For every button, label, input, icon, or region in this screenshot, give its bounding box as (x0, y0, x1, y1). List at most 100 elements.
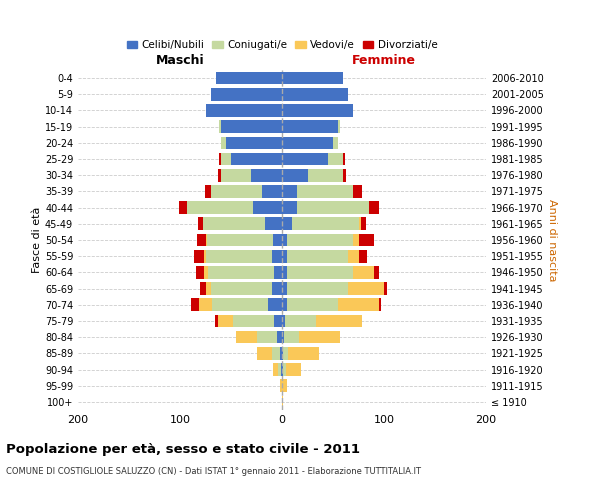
Bar (379, 298, 381, 311)
Bar (343, 169, 346, 181)
Bar (268, 298, 282, 311)
Bar (282, 298, 287, 311)
Bar (272, 250, 282, 262)
Bar (221, 152, 231, 166)
Y-axis label: Fasce di età: Fasce di età (32, 207, 42, 273)
Bar (282, 363, 283, 376)
Bar (287, 234, 353, 246)
Bar (283, 363, 286, 376)
Bar (194, 250, 205, 262)
Bar (282, 396, 283, 408)
Bar (203, 218, 265, 230)
Bar (231, 152, 282, 166)
Bar (282, 250, 287, 262)
Bar (282, 331, 284, 344)
Bar (187, 202, 253, 214)
Bar (277, 331, 282, 344)
Bar (262, 185, 282, 198)
Bar (205, 250, 206, 262)
Bar (282, 152, 328, 166)
Bar (200, 282, 206, 295)
Text: Popolazione per età, sesso e stato civile - 2011: Popolazione per età, sesso e stato civil… (6, 442, 360, 456)
Bar (349, 282, 384, 295)
Bar (359, 250, 367, 262)
Bar (359, 218, 361, 230)
Bar (298, 202, 369, 214)
Bar (278, 363, 281, 376)
Bar (353, 185, 362, 198)
Bar (274, 266, 282, 278)
Bar (257, 331, 277, 344)
Bar (218, 314, 233, 328)
Bar (280, 380, 282, 392)
Bar (282, 88, 349, 101)
Bar (218, 169, 221, 181)
Bar (287, 266, 353, 278)
Bar (343, 152, 345, 166)
Text: Femmine: Femmine (352, 54, 416, 67)
Bar (299, 331, 340, 344)
Bar (282, 136, 333, 149)
Bar (199, 218, 203, 230)
Bar (206, 185, 211, 198)
Bar (215, 314, 218, 328)
Bar (273, 363, 278, 376)
Bar (272, 282, 282, 295)
Bar (199, 298, 212, 311)
Bar (282, 380, 287, 392)
Bar (287, 282, 349, 295)
Bar (251, 169, 282, 181)
Bar (338, 298, 379, 311)
Bar (282, 72, 343, 85)
Bar (191, 298, 199, 311)
Bar (211, 282, 272, 295)
Bar (206, 282, 211, 295)
Bar (221, 120, 282, 133)
Bar (272, 347, 280, 360)
Bar (282, 234, 287, 246)
Bar (287, 298, 338, 311)
Bar (236, 331, 257, 344)
Bar (384, 282, 387, 295)
Bar (282, 347, 283, 360)
Bar (274, 314, 282, 328)
Bar (282, 218, 292, 230)
Bar (286, 363, 301, 376)
Bar (221, 169, 251, 181)
Bar (208, 266, 274, 278)
Bar (316, 314, 362, 328)
Bar (298, 185, 353, 198)
Bar (211, 88, 282, 101)
Bar (281, 363, 282, 376)
Bar (206, 104, 282, 117)
Bar (282, 282, 287, 295)
Bar (226, 136, 282, 149)
Bar (282, 169, 308, 181)
Bar (265, 218, 282, 230)
Bar (179, 202, 187, 214)
Bar (253, 202, 282, 214)
Bar (283, 347, 288, 360)
Bar (282, 120, 338, 133)
Bar (233, 314, 274, 328)
Bar (282, 185, 298, 198)
Bar (273, 234, 282, 246)
Bar (206, 250, 272, 262)
Bar (205, 266, 208, 278)
Y-axis label: Anni di nascita: Anni di nascita (547, 198, 557, 281)
Bar (369, 202, 379, 214)
Bar (211, 185, 262, 198)
Text: Maschi: Maschi (155, 54, 205, 67)
Bar (280, 347, 282, 360)
Bar (287, 250, 349, 262)
Bar (359, 234, 374, 246)
Bar (284, 331, 299, 344)
Bar (338, 120, 340, 133)
Bar (353, 234, 359, 246)
Bar (219, 152, 221, 166)
Bar (361, 218, 365, 230)
Text: COMUNE DI COSTIGLIOLE SALUZZO (CN) - Dati ISTAT 1° gennaio 2011 - Elaborazione T: COMUNE DI COSTIGLIOLE SALUZZO (CN) - Dat… (6, 468, 421, 476)
Bar (333, 136, 338, 149)
Bar (328, 152, 343, 166)
Bar (282, 104, 353, 117)
